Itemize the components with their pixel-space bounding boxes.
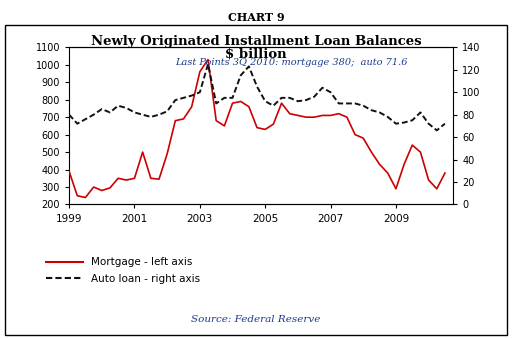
Text: $ billion: $ billion	[225, 48, 287, 61]
Text: Source: Federal Reserve: Source: Federal Reserve	[191, 315, 321, 324]
Legend: Mortgage - left axis, Auto loan - right axis: Mortgage - left axis, Auto loan - right …	[46, 257, 200, 284]
Text: Last Points 3Q 2010: mortgage 380;  auto 71.6: Last Points 3Q 2010: mortgage 380; auto …	[176, 58, 408, 67]
Text: Newly Originated Installment Loan Balances: Newly Originated Installment Loan Balanc…	[91, 35, 421, 48]
Text: CHART 9: CHART 9	[228, 12, 284, 23]
